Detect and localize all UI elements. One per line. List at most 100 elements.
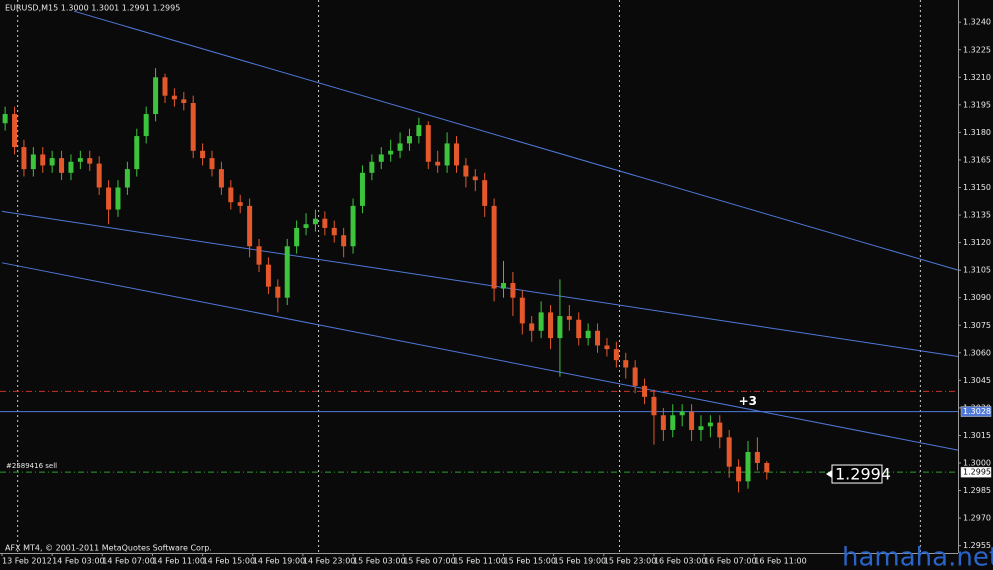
- x-tick-label: 16 Feb 07:00: [704, 557, 756, 566]
- candle-body: [444, 143, 450, 166]
- candle-body: [341, 235, 347, 247]
- x-tick-label: 15 Feb 11:00: [453, 557, 505, 566]
- y-tick-label: 1.3225: [963, 45, 991, 54]
- candle-body: [124, 169, 130, 188]
- candle-body: [190, 103, 196, 151]
- candle-body: [595, 330, 601, 346]
- y-tick-label: 1.3240: [963, 18, 991, 27]
- candle-body: [698, 426, 704, 430]
- candle-body: [566, 316, 572, 320]
- candle-body: [585, 330, 591, 339]
- candle-body: [642, 385, 648, 397]
- candle-body: [425, 125, 431, 162]
- candle-body: [707, 422, 713, 427]
- candle-body: [256, 246, 262, 265]
- candle-body: [303, 224, 309, 228]
- candle-body: [689, 411, 695, 430]
- candle-body: [153, 77, 159, 115]
- candle-body: [453, 143, 459, 166]
- x-tick-label: 15 Feb 15:00: [504, 557, 556, 566]
- copyright: AFX MT4, © 2001-2011 MetaQuotes Software…: [5, 544, 212, 553]
- candle-body: [378, 154, 384, 162]
- candle-body: [576, 319, 582, 339]
- y-tick-label: 1.3075: [963, 321, 991, 330]
- candle-body: [350, 205, 356, 247]
- candle-body: [604, 345, 610, 350]
- x-tick-label: 15 Feb 07:00: [403, 557, 455, 566]
- x-tick-label: 14 Feb 11:00: [152, 557, 204, 566]
- candle-body: [322, 218, 328, 228]
- candle-body: [416, 125, 422, 137]
- candle-body: [397, 143, 403, 151]
- candle-body: [331, 227, 337, 236]
- candle-body: [463, 165, 469, 177]
- candle-body: [754, 451, 760, 464]
- candle-body: [115, 187, 121, 210]
- candle-body: [171, 95, 177, 100]
- candle-body: [670, 415, 676, 430]
- trendline: [1, 262, 959, 451]
- candle-body: [726, 437, 732, 467]
- y-tick-label: 1.3045: [963, 376, 991, 385]
- trendline: [1, 210, 959, 357]
- x-tick-label: 14 Feb 07:00: [102, 557, 154, 566]
- y-tick-label: 1.3060: [963, 348, 991, 357]
- candle-body: [247, 205, 253, 247]
- bid-label: 1.2994: [835, 465, 891, 484]
- candle-body: [482, 180, 488, 206]
- price-box-label: 1.2995: [963, 468, 991, 477]
- x-tick-label: 14 Feb 19:00: [253, 557, 305, 566]
- candle-body: [679, 411, 685, 416]
- candle-body: [294, 227, 300, 247]
- candle-body: [764, 463, 770, 473]
- candle-body: [519, 297, 525, 324]
- y-tick-label: 1.2985: [963, 486, 991, 495]
- candle-body: [613, 349, 619, 361]
- y-tick-label: 1.2955: [963, 541, 991, 550]
- candle-body: [59, 158, 65, 173]
- candle-body: [162, 77, 168, 96]
- chart-title: EURUSD,M15 1.3000 1.3001 1.2991 1.2995: [5, 4, 180, 13]
- candle-body: [77, 158, 83, 162]
- candle-body: [181, 99, 187, 104]
- y-tick-label: 1.3105: [963, 266, 991, 275]
- y-tick-label: 1.3000: [963, 459, 991, 468]
- candle-body: [369, 161, 375, 173]
- watermark: hamaha.net: [842, 543, 993, 570]
- candle-body: [40, 154, 46, 166]
- candle-body: [275, 286, 281, 298]
- candle-body: [106, 187, 112, 210]
- candle-body: [472, 176, 478, 181]
- y-tick-label: 1.3135: [963, 211, 991, 220]
- candle-body: [200, 150, 206, 159]
- candle-body: [510, 283, 516, 298]
- candle-body: [209, 158, 215, 170]
- price-box-label: 1.3028: [963, 407, 991, 416]
- y-tick-label: 1.3210: [963, 73, 991, 82]
- candle-body: [87, 158, 93, 164]
- candle-body: [143, 114, 149, 137]
- candle-body: [632, 367, 638, 386]
- candle-body: [359, 172, 365, 206]
- candle-body: [717, 422, 723, 438]
- bid-box: [831, 464, 883, 484]
- x-tick-label: 16 Feb 03:00: [654, 557, 706, 566]
- y-tick-label: 1.3180: [963, 128, 991, 137]
- candle-body: [501, 283, 507, 289]
- candle-body: [745, 451, 751, 482]
- x-tick-label: 15 Feb 19:00: [554, 557, 606, 566]
- candle-body: [388, 150, 394, 155]
- x-tick-label: 13 Feb 2012: [2, 557, 52, 566]
- x-tick-label: 16 Feb 11:00: [754, 557, 806, 566]
- candle-body: [651, 396, 657, 416]
- candle-body: [265, 264, 271, 287]
- trendline: [73, 10, 959, 271]
- profit-label: +3: [739, 394, 757, 408]
- candle-body: [68, 161, 74, 173]
- x-tick-label: 14 Feb 15:00: [203, 557, 255, 566]
- candle-body: [237, 202, 243, 206]
- candle-body: [435, 161, 441, 166]
- candle-body: [406, 136, 412, 144]
- candle-body: [284, 246, 290, 298]
